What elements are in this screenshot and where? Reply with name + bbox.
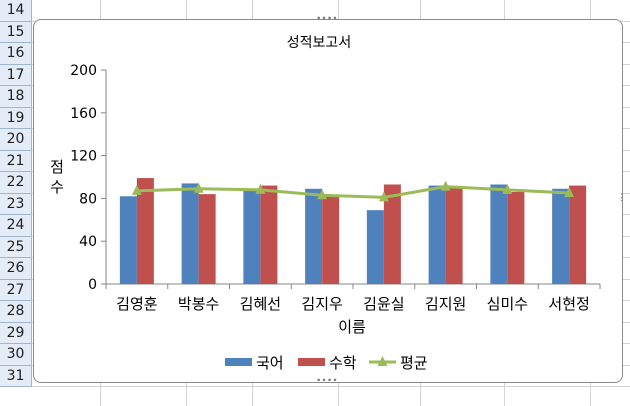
x-tick-label: 김혜선 bbox=[240, 295, 281, 313]
marker-평균 bbox=[193, 182, 204, 193]
y-axis-title: 점 bbox=[50, 158, 64, 176]
x-tick-label: 박봉수 bbox=[178, 295, 219, 313]
row-header[interactable]: 15 bbox=[0, 21, 32, 43]
y-tick-label: 40 bbox=[79, 234, 97, 250]
x-tick-label: 서현정 bbox=[548, 295, 589, 313]
legend-label-수학: 수학 bbox=[329, 354, 357, 372]
bar-국어 bbox=[305, 188, 323, 284]
x-axis-title: 이름 bbox=[338, 318, 366, 336]
x-tick-label: 김지원 bbox=[425, 295, 466, 313]
bar-수학 bbox=[136, 178, 154, 284]
legend-label-국어: 국어 bbox=[256, 354, 284, 372]
marker-평균 bbox=[131, 184, 142, 195]
marker-평균 bbox=[502, 183, 513, 194]
row-header[interactable]: 18 bbox=[0, 86, 32, 108]
bar-국어 bbox=[490, 184, 508, 284]
chart-plot: 성적보고서 점 수 이름 0 40 80 120 160 200 김영훈 박봉수 김혜선 김지우 김… bbox=[50, 35, 601, 372]
row-header[interactable]: 19 bbox=[0, 107, 32, 129]
row-header[interactable]: 16 bbox=[0, 43, 32, 65]
bar-수학 bbox=[260, 185, 278, 284]
y-tick-label: 160 bbox=[70, 106, 97, 122]
x-tick-label: 심미수 bbox=[487, 295, 528, 313]
y-tick-label: 120 bbox=[70, 149, 97, 165]
line-평균 bbox=[136, 185, 570, 199]
bar-수학 bbox=[322, 196, 340, 284]
bar-국어 bbox=[366, 210, 384, 284]
row-header[interactable]: 23 bbox=[0, 193, 32, 215]
marker-평균 bbox=[378, 191, 389, 202]
row-header[interactable]: 28 bbox=[0, 301, 32, 323]
chart-resize-handle-top[interactable]: ∙∙∙∙ bbox=[316, 14, 338, 24]
marker-평균 bbox=[255, 183, 266, 194]
row-header[interactable]: 20 bbox=[0, 129, 32, 151]
marker-평균 bbox=[317, 189, 328, 200]
row-header[interactable]: 22 bbox=[0, 172, 32, 194]
bar-수학 bbox=[198, 194, 216, 284]
row-header[interactable]: 30 bbox=[0, 344, 32, 366]
bar-수학 bbox=[445, 186, 463, 284]
row-header[interactable]: 27 bbox=[0, 279, 32, 301]
legend-marker-평균 bbox=[377, 356, 388, 366]
legend-key-국어 bbox=[225, 358, 252, 366]
row-gridline bbox=[32, 386, 630, 387]
bar-국어 bbox=[119, 196, 137, 284]
row-header[interactable]: 31 bbox=[0, 365, 32, 387]
row-header[interactable]: 14 bbox=[0, 0, 32, 22]
chart-resize-handle-bottom[interactable]: ∙∙∙∙ bbox=[316, 376, 338, 386]
marker-평균 bbox=[564, 187, 575, 198]
bar-국어 bbox=[243, 189, 261, 284]
row-header[interactable]: 26 bbox=[0, 258, 32, 280]
legend-key-수학 bbox=[298, 358, 325, 366]
y-tick-label: 80 bbox=[79, 191, 97, 207]
row-header[interactable]: 25 bbox=[0, 236, 32, 258]
x-tick-label: 김지우 bbox=[301, 295, 343, 313]
chart-area[interactable]: 성적보고서 점 수 이름 0 40 80 120 160 200 김영훈 박봉수 김혜선 김지우 김… bbox=[33, 15, 626, 386]
y-tick-label: 200 bbox=[70, 63, 97, 79]
y-axis-title: 수 bbox=[50, 178, 64, 196]
bar-국어 bbox=[552, 188, 570, 284]
y-tick-label: 0 bbox=[88, 277, 97, 293]
x-tick-label: 김영훈 bbox=[116, 295, 157, 313]
row-header[interactable]: 24 bbox=[0, 215, 32, 237]
row-header[interactable]: 29 bbox=[0, 322, 32, 344]
row-header[interactable]: 21 bbox=[0, 150, 32, 172]
bar-국어 bbox=[428, 185, 446, 284]
row-header[interactable]: 17 bbox=[0, 64, 32, 86]
chart-resize-handle-right[interactable]: ⋮ bbox=[617, 193, 626, 203]
legend-label-평균: 평균 bbox=[400, 354, 428, 372]
bar-수학 bbox=[507, 191, 525, 284]
chart-title: 성적보고서 bbox=[287, 35, 351, 51]
x-tick-label: 김윤실 bbox=[363, 295, 404, 313]
marker-평균 bbox=[440, 180, 451, 191]
bar-국어 bbox=[181, 183, 199, 284]
bar-수학 bbox=[569, 185, 587, 284]
bar-수학 bbox=[383, 184, 401, 284]
